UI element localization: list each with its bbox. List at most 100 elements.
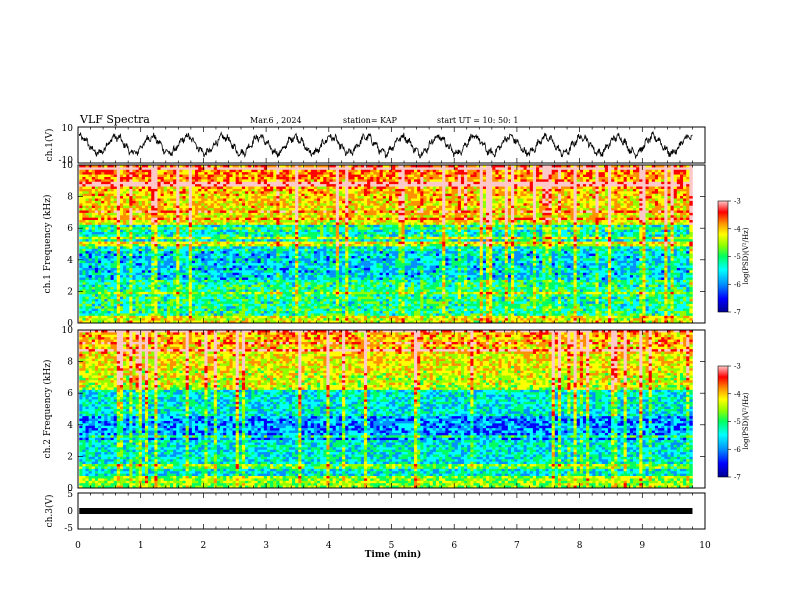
- spectrogram-cell: [308, 167, 311, 170]
- spectrogram-cell: [214, 196, 217, 199]
- spectrogram-cell: [333, 187, 336, 190]
- spectrogram-cell: [361, 170, 364, 173]
- spectrogram-cell: [101, 206, 104, 209]
- spectrogram-cell: [452, 222, 455, 225]
- spectrogram-cell: [611, 206, 614, 209]
- spectrogram-cell: [433, 215, 436, 218]
- spectrogram-cell: [129, 201, 132, 204]
- spectrogram-cell: [498, 215, 501, 218]
- spectrogram-cell: [630, 213, 633, 216]
- spectrogram-cell: [671, 196, 674, 199]
- spectrogram-cell: [376, 218, 379, 221]
- spectrogram-cell: [586, 167, 589, 170]
- spectrogram-cell: [411, 215, 414, 218]
- spectrogram-cell: [201, 196, 204, 199]
- spectrogram-cell: [220, 199, 223, 202]
- spectrogram-cell: [386, 187, 389, 190]
- spectrogram-cell: [361, 184, 364, 187]
- spectrogram-cell: [229, 179, 232, 182]
- spectrogram-cell: [289, 177, 292, 180]
- spectrogram-cell: [214, 172, 217, 175]
- spectrogram-cell: [104, 199, 107, 202]
- spectrogram-cell: [649, 167, 652, 170]
- spectrogram-cell: [520, 222, 523, 225]
- spectrogram-cell: [136, 213, 139, 216]
- spectrogram-cell: [586, 172, 589, 175]
- spectrogram-cell: [251, 213, 254, 216]
- spectrogram-cell: [608, 215, 611, 218]
- spectrogram-cell: [477, 222, 480, 225]
- spectrogram-cell: [314, 210, 317, 213]
- spectrogram-cell: [142, 201, 145, 204]
- spectrogram-cell: [461, 208, 464, 211]
- spectrogram-cell: [351, 179, 354, 182]
- spectrogram-cell: [574, 167, 577, 170]
- spectrogram-cell: [317, 203, 320, 206]
- spectrogram-cell: [511, 201, 514, 204]
- spectrogram-cell: [211, 179, 214, 182]
- spectrogram-cell: [123, 203, 126, 206]
- spectrogram-cell: [580, 182, 583, 185]
- spectrogram-cell: [267, 208, 270, 211]
- spectrogram-cell: [614, 189, 617, 192]
- spectrogram-cell: [495, 206, 498, 209]
- spectrogram-cell: [583, 175, 586, 178]
- spectrogram-cell: [114, 222, 117, 225]
- spectrogram-cell: [345, 208, 348, 211]
- spectrogram-cell: [120, 189, 123, 192]
- spectrogram-cell: [170, 191, 173, 194]
- spectrogram-cell: [176, 196, 179, 199]
- spectrogram-cell: [627, 175, 630, 178]
- spectrogram-cell: [617, 194, 620, 197]
- spectrogram-cell: [617, 199, 620, 202]
- spectrogram-cell: [317, 184, 320, 187]
- spectrogram-cell: [502, 182, 505, 185]
- spectrogram-cell: [148, 201, 151, 204]
- spectrogram-cell: [492, 182, 495, 185]
- spectrogram-cell: [273, 177, 276, 180]
- spectrogram-cell: [423, 189, 426, 192]
- spectrogram-cell: [608, 206, 611, 209]
- spectrogram-cell: [104, 215, 107, 218]
- spectrogram-cell: [646, 194, 649, 197]
- spectrogram-cell: [157, 177, 160, 180]
- spectrogram-cell: [204, 218, 207, 221]
- spectrogram-cell: [458, 201, 461, 204]
- spectrogram-cell: [477, 206, 480, 209]
- spectrogram-cell: [439, 184, 442, 187]
- spectrogram-cell: [464, 201, 467, 204]
- spectrogram-cell: [564, 182, 567, 185]
- spectrogram-cell: [542, 213, 545, 216]
- spectrogram-cell: [661, 189, 664, 192]
- spectrogram-cell: [511, 206, 514, 209]
- spectrogram-cell: [514, 175, 517, 178]
- spectrogram-cell: [355, 194, 358, 197]
- spectrogram-cell: [211, 213, 214, 216]
- spectrogram-cell: [79, 179, 82, 182]
- spectrogram-cell: [214, 213, 217, 216]
- spectrogram-cell: [261, 201, 264, 204]
- spectrogram-cell: [214, 194, 217, 197]
- spectrogram-cell: [658, 191, 661, 194]
- spectrogram-cell: [636, 199, 639, 202]
- spectrogram-cell: [464, 220, 467, 223]
- spectrogram-cell: [420, 201, 423, 204]
- spectrogram-cell: [270, 167, 273, 170]
- spectrogram-cell: [427, 177, 430, 180]
- spectrogram-cell: [395, 175, 398, 178]
- spectrogram-cell: [201, 182, 204, 185]
- spectrogram-cell: [445, 177, 448, 180]
- spectrogram-cell: [505, 182, 508, 185]
- spectrogram-cell: [558, 208, 561, 211]
- spectrogram-cell: [114, 177, 117, 180]
- spectrogram-cell: [223, 210, 226, 213]
- spectrogram-cell: [389, 172, 392, 175]
- spectrogram-cell: [364, 191, 367, 194]
- spectrogram-cell: [367, 199, 370, 202]
- spectrogram-cell: [270, 222, 273, 225]
- spectrogram-cell: [151, 210, 154, 213]
- spectrogram-cell: [402, 222, 405, 225]
- spectrogram-cell: [229, 196, 232, 199]
- spectrogram-cell: [439, 182, 442, 185]
- spectrogram-cell: [477, 182, 480, 185]
